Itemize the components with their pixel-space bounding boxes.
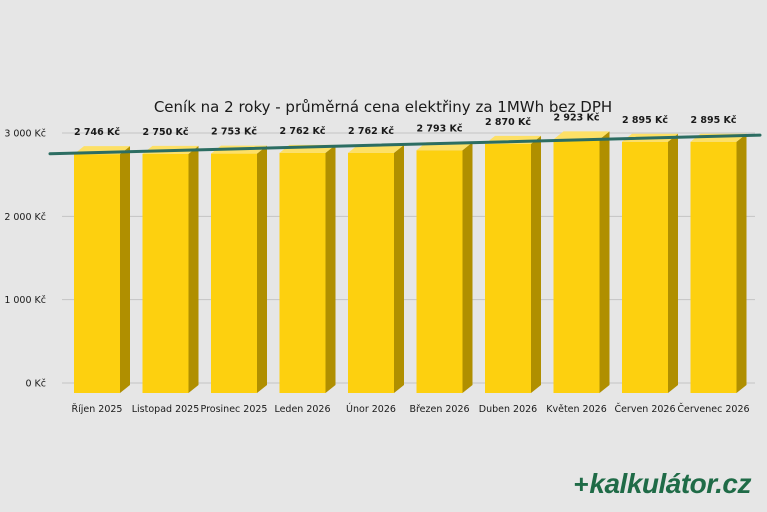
bar-front <box>416 150 463 393</box>
data-label: 2 750 Kč <box>142 127 188 138</box>
bar-front <box>279 152 326 393</box>
y-tick-label: 1 000 Kč <box>4 295 46 306</box>
bar-side <box>325 144 336 393</box>
x-tick-label: Říjen 2025 <box>72 404 123 415</box>
bar-front <box>211 153 257 393</box>
data-label: 2 793 Kč <box>416 123 462 134</box>
bar-side <box>188 145 199 393</box>
x-tick-label: Listopad 2025 <box>132 404 200 415</box>
data-label: 2 895 Kč <box>690 115 736 126</box>
brand-logo: +kalkulátor.cz <box>573 468 752 500</box>
data-label: 2 746 Kč <box>74 127 120 138</box>
chart-title: Ceník na 2 roky - průměrná cena elektřin… <box>154 98 612 116</box>
data-labels: 2 746 Kč 2 750 Kč 2 753 Kč 2 762 Kč 2 762 Kč… <box>74 112 737 138</box>
y-tick-label: 0 Kč <box>25 379 46 390</box>
bar-side <box>394 144 404 393</box>
brand-plus-icon: + <box>573 469 589 499</box>
x-tick-label: Leden 2026 <box>274 404 330 415</box>
bar-top <box>553 131 610 140</box>
bar <box>553 131 610 393</box>
bar-front <box>142 153 189 393</box>
data-label: 2 870 Kč <box>485 117 531 128</box>
bar-side <box>531 135 541 394</box>
bar-front <box>690 141 737 393</box>
data-label: 2 762 Kč <box>279 126 325 137</box>
bar <box>348 144 404 393</box>
x-tick-label: Duben 2026 <box>479 404 537 415</box>
x-tick-label: Červen 2026 <box>614 403 675 415</box>
x-tick-label: Květen 2026 <box>546 404 606 415</box>
x-tick-label: Červenec 2026 <box>677 403 749 415</box>
bar <box>74 146 130 393</box>
bar <box>485 135 541 394</box>
bar <box>690 133 747 393</box>
bar-front <box>553 139 600 393</box>
bar-front <box>74 154 120 393</box>
x-axis: Říjen 2025 Listopad 2025 Prosinec 2025 Lede… <box>72 403 750 415</box>
bar <box>142 145 199 393</box>
bar <box>416 142 473 393</box>
bar-side <box>668 133 678 393</box>
bars <box>74 131 747 394</box>
y-tick-label: 3 000 Kč <box>4 129 46 140</box>
x-tick-label: Únor 2026 <box>346 403 396 415</box>
trendline <box>48 133 762 156</box>
bar <box>279 144 336 393</box>
bar-side <box>120 146 130 393</box>
x-tick-label: Prosinec 2025 <box>201 404 268 415</box>
bar-side <box>257 145 267 393</box>
bar-front <box>485 143 531 393</box>
data-label: 2 762 Kč <box>348 126 394 137</box>
bar-side <box>599 131 610 393</box>
data-label: 2 753 Kč <box>211 127 257 138</box>
bar-side <box>462 142 473 393</box>
y-tick-label: 2 000 Kč <box>4 212 46 223</box>
bar-side <box>736 133 747 393</box>
brand-text: kalkulátor.cz <box>589 468 751 499</box>
data-label: 2 923 Kč <box>553 112 599 123</box>
bar <box>211 145 267 393</box>
bar-front <box>348 152 394 393</box>
y-axis: 0 Kč 1 000 Kč 2 000 Kč 3 000 Kč <box>4 129 46 390</box>
bar-front <box>622 141 668 393</box>
x-tick-label: Březen 2026 <box>409 404 469 415</box>
data-label: 2 895 Kč <box>622 115 668 126</box>
bar <box>622 133 678 393</box>
trendline-line <box>48 133 762 156</box>
